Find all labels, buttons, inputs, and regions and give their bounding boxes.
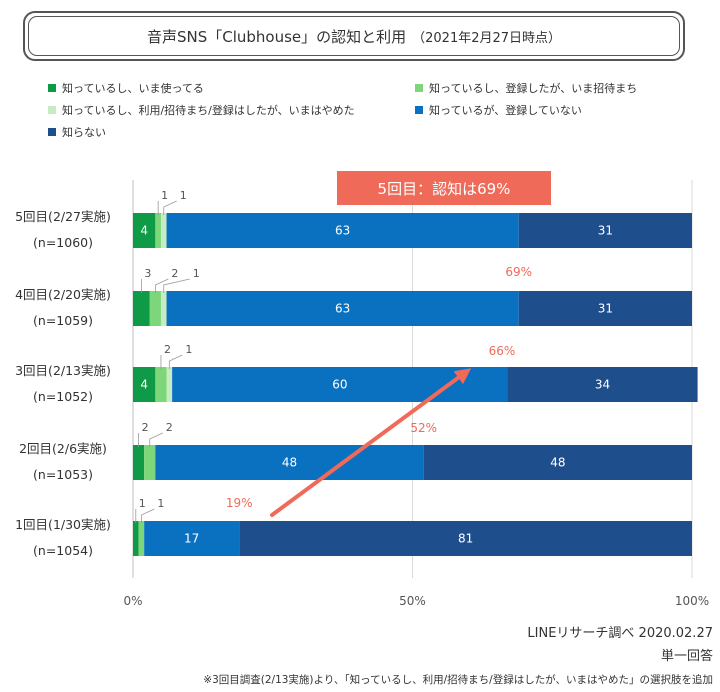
- small-value-label: 2: [171, 267, 178, 280]
- small-value-label: 2: [166, 421, 173, 434]
- category-label: 3回目(2/13実施): [15, 363, 111, 378]
- small-value-label: 3: [144, 267, 151, 280]
- small-value-label: 1: [185, 343, 192, 356]
- bar-value-label: 63: [335, 224, 350, 238]
- bar-segment: [155, 213, 161, 248]
- title-box: 音声SNS「Clubhouse」の認知と利用 （2021年2月27日時点）: [23, 11, 685, 61]
- small-value-label: 1: [139, 497, 146, 510]
- leader-line: [140, 508, 155, 523]
- legend-label: 知っているし、登録したが、いま招待まち: [429, 81, 637, 95]
- bar-value-label: 31: [598, 224, 613, 238]
- category-n-label: (n=1052): [33, 389, 93, 404]
- category-n-label: (n=1054): [33, 543, 93, 558]
- trend-label: 19%: [226, 496, 253, 510]
- bar-segment: [133, 445, 145, 480]
- bar-segment: [155, 445, 424, 480]
- bar-segment: [138, 521, 145, 556]
- small-value-label: 1: [157, 497, 164, 510]
- callout-box: [337, 171, 551, 205]
- x-tick-label: 50%: [399, 594, 426, 608]
- category-labels: 5回目(2/27実施) (n=1060) 4回目(2/20実施) (n=1059) 3回…: [15, 209, 111, 558]
- legend-swatch: [48, 106, 56, 114]
- leader-line: [168, 354, 183, 369]
- bar-segment: [160, 291, 167, 326]
- category-n-label: (n=1060): [33, 235, 93, 250]
- trend-label: 52%: [410, 421, 437, 435]
- leader-line: [163, 200, 177, 215]
- legend-label: 知っているし、利用/招待まち/登録はしたが、いまはやめた: [62, 103, 355, 117]
- bar-segment: [518, 291, 692, 326]
- bar-value-label: 60: [332, 378, 347, 392]
- bar-segment: [518, 213, 692, 248]
- source-text: LINEリサーチ調べ 2020.02.27: [527, 626, 713, 641]
- leader-line: [154, 278, 169, 293]
- trend-label: 66%: [489, 344, 516, 358]
- category-label: 4回目(2/20実施): [15, 287, 111, 302]
- bar-segment: [239, 521, 692, 556]
- legend-label: 知っているが、登録していない: [429, 103, 582, 117]
- trend-label: 69%: [505, 265, 532, 279]
- legend-swatch: [48, 84, 56, 92]
- category-label: 5回目(2/27実施): [15, 209, 111, 224]
- category-label: 1回目(1/30実施): [15, 517, 111, 532]
- footer: LINEリサーチ調べ 2020.02.27 単一回答 ※3回目調査(2/13実施…: [203, 626, 713, 686]
- legend-swatch: [415, 106, 423, 114]
- legend: 知っているし、いま使ってる 知っているし、登録したが、いま招待まち知っているし、利…: [48, 81, 637, 139]
- leader-line: [163, 278, 190, 293]
- small-value-label: 1: [193, 267, 200, 280]
- bar-value-label: 17: [184, 532, 199, 546]
- bar-segment: [144, 521, 240, 556]
- category-label: 2回目(2/6実施): [19, 441, 107, 456]
- x-tick-label: 0%: [123, 594, 142, 608]
- bar-value-label: 34: [595, 378, 610, 392]
- category-n-label: (n=1059): [33, 313, 93, 328]
- bar-value-label: 31: [598, 302, 613, 316]
- bar-segment: [160, 213, 167, 248]
- small-value-label: 1: [180, 189, 187, 202]
- callout-text: 5回目：認知は69%: [378, 180, 511, 198]
- bars: 4 63 311 163 313 2 14 60 342 148 482 217 811 1: [133, 189, 698, 556]
- legend-label: 知っているし、いま使ってる: [62, 81, 204, 95]
- bar-segment: [133, 521, 139, 556]
- bar-segment: [507, 367, 698, 402]
- bar-segment: [155, 367, 167, 402]
- small-value-label: 2: [142, 421, 149, 434]
- bar-value-label: 48: [282, 456, 297, 470]
- category-n-label: (n=1053): [33, 467, 93, 482]
- title-box-inner: 音声SNS「Clubhouse」の認知と利用 （2021年2月27日時点）: [28, 16, 680, 56]
- highlight-callout: 5回目：認知は69%: [337, 171, 551, 205]
- bar-segment: [133, 291, 150, 326]
- legend-swatch: [48, 128, 56, 136]
- bar-value-label: 48: [550, 456, 565, 470]
- trend-arrow: [270, 368, 472, 517]
- legend-label: 知らない: [62, 125, 106, 139]
- small-value-label: 1: [161, 189, 168, 202]
- awareness-trend: 19% 52% 66% 69%: [226, 265, 532, 517]
- bar-segment: [423, 445, 692, 480]
- bar-segment: [166, 291, 519, 326]
- bar-segment: [144, 445, 156, 480]
- bar-value-label: 63: [335, 302, 350, 316]
- chart-subtitle: （2021年2月27日時点）: [412, 30, 562, 46]
- chart-title: 音声SNS「Clubhouse」の認知と利用: [146, 27, 407, 46]
- leader-line: [149, 432, 163, 447]
- bar-value-label: 81: [458, 532, 473, 546]
- small-value-label: 2: [164, 343, 171, 356]
- bar-segment: [149, 291, 161, 326]
- footnote-text: ※3回目調査(2/13実施)より、「知っているし、利用/招待まち/登録はしたが、…: [203, 673, 713, 686]
- bar-value-label: 4: [140, 224, 148, 238]
- legend-swatch: [415, 84, 423, 92]
- x-tick-label: 100%: [675, 594, 709, 608]
- bar-value-label: 4: [140, 378, 148, 392]
- answer-type-text: 単一回答: [661, 648, 713, 664]
- bar-segment: [133, 367, 156, 402]
- bar-segment: [166, 213, 519, 248]
- bar-segment: [166, 367, 173, 402]
- bar-segment: [133, 213, 156, 248]
